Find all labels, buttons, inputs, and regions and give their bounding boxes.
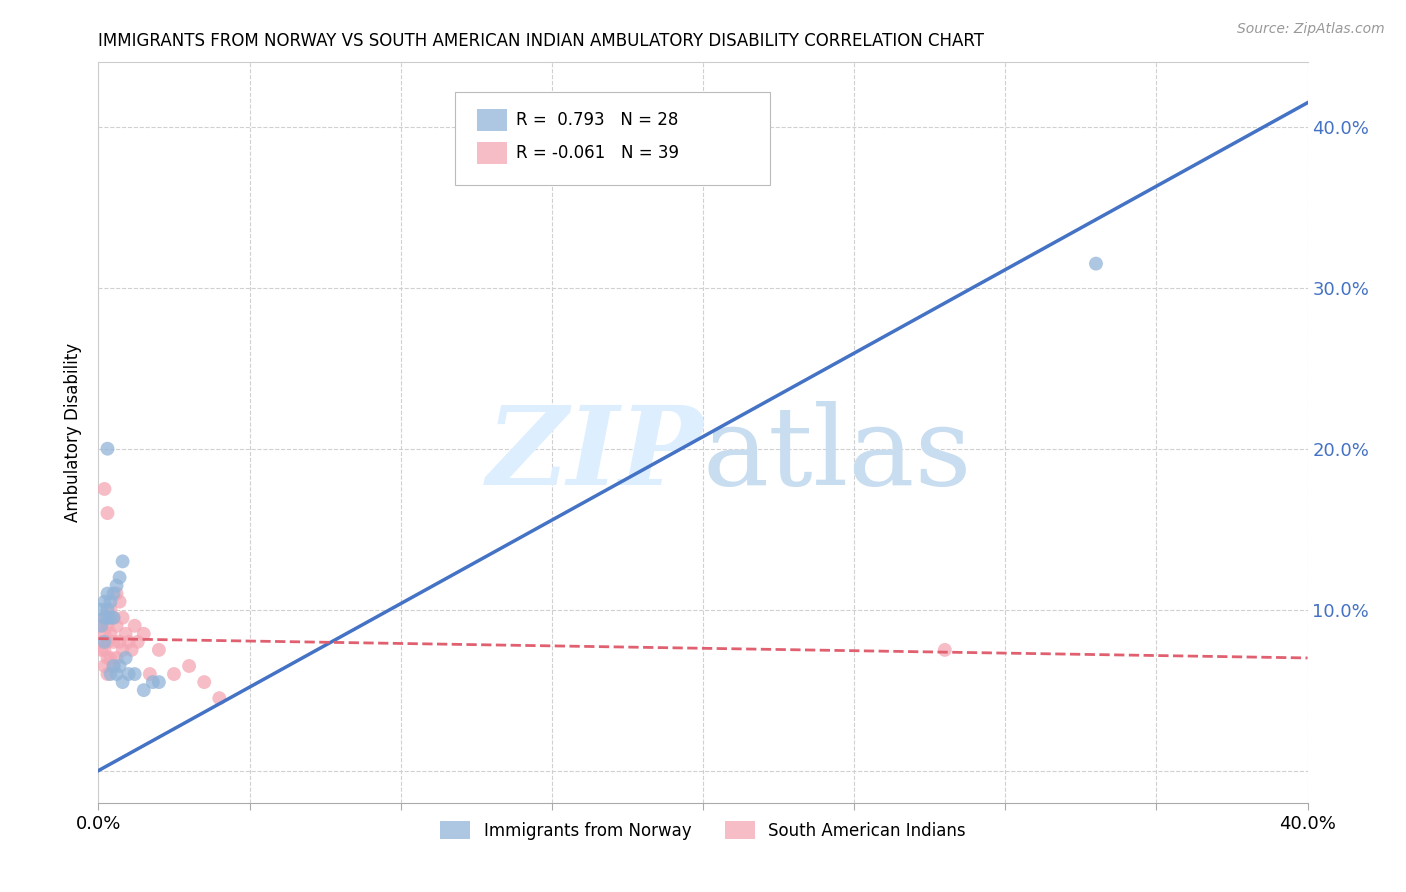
- Text: Source: ZipAtlas.com: Source: ZipAtlas.com: [1237, 22, 1385, 37]
- Point: [132, 683, 155, 698]
- Point: [111, 610, 134, 624]
- Point: [100, 667, 122, 681]
- Point: [193, 675, 215, 690]
- Point: [96, 651, 118, 665]
- Point: [118, 667, 141, 681]
- Point: [93, 643, 115, 657]
- Point: [132, 627, 155, 641]
- Point: [103, 610, 125, 624]
- Point: [1085, 257, 1108, 271]
- Point: [100, 610, 122, 624]
- Point: [96, 610, 118, 624]
- Point: [96, 586, 118, 600]
- Text: atlas: atlas: [703, 401, 973, 508]
- Point: [208, 691, 231, 706]
- Point: [90, 602, 112, 616]
- Point: [93, 482, 115, 496]
- Point: [96, 506, 118, 520]
- Point: [96, 619, 118, 633]
- Point: [103, 586, 125, 600]
- Point: [96, 602, 118, 616]
- Point: [103, 635, 125, 649]
- Point: [139, 667, 162, 681]
- Point: [148, 675, 170, 690]
- FancyBboxPatch shape: [477, 109, 508, 131]
- Point: [100, 651, 122, 665]
- Point: [179, 659, 201, 673]
- Point: [111, 643, 134, 657]
- Text: R = -0.061   N = 39: R = -0.061 N = 39: [516, 144, 679, 161]
- Text: R =  0.793   N = 28: R = 0.793 N = 28: [516, 112, 678, 129]
- Point: [90, 635, 112, 649]
- Point: [108, 594, 131, 608]
- Point: [96, 442, 118, 456]
- Point: [100, 627, 122, 641]
- Point: [90, 619, 112, 633]
- Point: [93, 627, 115, 641]
- Point: [124, 667, 146, 681]
- Point: [108, 659, 131, 673]
- Point: [93, 635, 115, 649]
- Text: ZIP: ZIP: [486, 401, 703, 508]
- Point: [121, 643, 143, 657]
- Point: [127, 635, 149, 649]
- Point: [90, 643, 112, 657]
- Y-axis label: Ambulatory Disability: Ambulatory Disability: [65, 343, 83, 522]
- Point: [934, 643, 956, 657]
- Point: [93, 659, 115, 673]
- Point: [142, 675, 165, 690]
- Point: [163, 667, 186, 681]
- Point: [105, 651, 128, 665]
- Point: [105, 619, 128, 633]
- Point: [114, 627, 136, 641]
- Point: [108, 635, 131, 649]
- FancyBboxPatch shape: [456, 92, 769, 185]
- Point: [148, 643, 170, 657]
- Point: [93, 610, 115, 624]
- FancyBboxPatch shape: [477, 142, 508, 164]
- Point: [108, 570, 131, 584]
- Point: [96, 667, 118, 681]
- Point: [96, 635, 118, 649]
- Text: IMMIGRANTS FROM NORWAY VS SOUTH AMERICAN INDIAN AMBULATORY DISABILITY CORRELATIO: IMMIGRANTS FROM NORWAY VS SOUTH AMERICAN…: [98, 32, 984, 50]
- Point: [100, 602, 122, 616]
- Point: [100, 594, 122, 608]
- Point: [103, 659, 125, 673]
- Point: [105, 586, 128, 600]
- Point: [118, 635, 141, 649]
- Point: [93, 594, 115, 608]
- Point: [93, 610, 115, 624]
- Point: [103, 610, 125, 624]
- Point: [103, 659, 125, 673]
- Point: [124, 619, 146, 633]
- Point: [105, 578, 128, 592]
- Point: [90, 619, 112, 633]
- Point: [105, 667, 128, 681]
- Legend: Immigrants from Norway, South American Indians: Immigrants from Norway, South American I…: [433, 814, 973, 847]
- Point: [111, 675, 134, 690]
- Point: [114, 651, 136, 665]
- Point: [111, 554, 134, 568]
